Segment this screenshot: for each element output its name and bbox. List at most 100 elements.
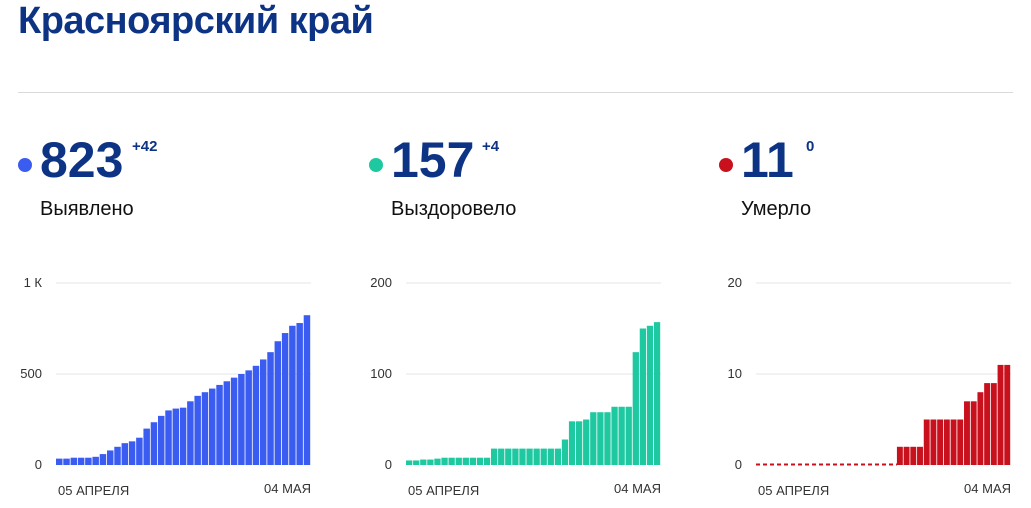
died-label: Умерло	[741, 198, 812, 220]
detected-delta: +42	[132, 138, 158, 155]
detected-bar	[281, 333, 289, 465]
detected-y-tick-label: 0	[35, 457, 42, 472]
died-bar	[923, 419, 930, 465]
recovered-y-tick-label: 100	[370, 366, 392, 381]
recovered-bar	[406, 460, 413, 465]
died-bar	[1004, 364, 1011, 465]
recovered-bar	[491, 448, 498, 465]
detected-value: 823	[40, 132, 124, 188]
recovered-bar	[519, 448, 526, 465]
recovered-bar	[561, 439, 569, 465]
died-bar	[970, 401, 977, 465]
detected-bar	[267, 352, 274, 465]
detected-bar	[230, 377, 238, 465]
detected-bar	[85, 457, 92, 465]
detected-bar	[107, 450, 114, 465]
detected-bar	[194, 395, 201, 465]
died-bar	[917, 446, 923, 465]
detected-bar	[187, 401, 194, 465]
recovered-bar	[533, 448, 540, 465]
recovered-bar	[604, 412, 611, 465]
recovered-x-tick-label: 04 МАЯ	[614, 481, 661, 496]
died-bar	[903, 446, 910, 465]
detected-bar	[252, 365, 260, 465]
died-bar	[937, 419, 944, 465]
recovered-bar	[448, 457, 455, 465]
detected-bar	[296, 323, 303, 465]
recovered-bar	[462, 457, 469, 465]
detected-bar	[172, 408, 180, 465]
recovered-bar	[632, 352, 639, 465]
detected-bar	[114, 446, 121, 465]
detected-bar	[92, 456, 99, 465]
page-title: Красноярский край	[18, 0, 374, 42]
detected-y-tick-label: 500	[20, 366, 42, 381]
died-bar	[930, 419, 937, 465]
detected-bar	[99, 454, 107, 465]
recovered-bar	[441, 457, 448, 465]
detected-dot-icon	[18, 158, 32, 172]
recovered-chart: 0 100 200 05 АПРЕЛЯ 04 МАЯ	[370, 275, 661, 498]
detected-bar	[143, 428, 150, 465]
recovered-bar	[455, 457, 462, 465]
detected-bar	[245, 370, 252, 465]
detected-bar	[63, 458, 70, 465]
recovered-bar	[469, 457, 477, 465]
recovered-y-tick-label: 200	[370, 275, 392, 290]
detected-bar	[260, 359, 267, 465]
recovered-x-tick-label: 05 АПРЕЛЯ	[408, 483, 479, 498]
died-y-tick-label: 10	[728, 366, 742, 381]
died-y-tick-label: 0	[735, 457, 742, 472]
recovered-bar	[611, 406, 618, 465]
detected-bar	[303, 315, 311, 465]
died-bar	[964, 401, 970, 465]
detected-bar	[56, 458, 63, 465]
recovered-bar	[583, 419, 590, 465]
died-x-tick-label: 04 МАЯ	[964, 481, 1011, 496]
died-bar	[957, 419, 964, 465]
recovered-label: Выздоровело	[391, 198, 517, 220]
detected-bar	[150, 422, 158, 465]
detected-bar	[209, 388, 216, 465]
died-dot-icon	[719, 158, 733, 172]
died-bar	[984, 383, 991, 465]
detected-y-tick-label: 1 К	[24, 275, 43, 290]
died-bar	[910, 446, 917, 465]
detected-x-tick-label: 04 МАЯ	[264, 481, 311, 496]
recovered-bar	[568, 421, 576, 465]
died-delta: 0	[806, 138, 815, 155]
divider	[18, 92, 1013, 93]
detected-bar	[238, 374, 245, 465]
died-x-tick-label: 05 АПРЕЛЯ	[758, 483, 829, 498]
recovered-bar	[476, 457, 484, 465]
detected-chart: 0 500 1 К 05 АПРЕЛЯ 04 МАЯ	[20, 275, 311, 498]
died-bar	[896, 446, 903, 465]
detected-bar	[158, 415, 165, 465]
died-bar	[950, 419, 957, 465]
recovered-bar	[420, 459, 427, 465]
recovered-bar	[597, 412, 604, 465]
recovered-bar	[526, 448, 533, 465]
recovered-bar	[590, 412, 597, 465]
recovered-bar	[639, 328, 647, 465]
recovered-bar	[618, 406, 625, 465]
died-bar	[977, 392, 984, 465]
recovered-bar	[505, 448, 512, 465]
recovered-bar	[540, 448, 547, 465]
died-y-tick-label: 20	[728, 275, 742, 290]
recovered-bar	[646, 325, 654, 465]
detected-bar	[70, 457, 78, 465]
recovered-dot-icon	[369, 158, 383, 172]
recovered-bar	[427, 459, 434, 465]
died-value: 11	[741, 132, 794, 188]
detected-x-tick-label: 05 АПРЕЛЯ	[58, 483, 129, 498]
recovered-bar	[512, 448, 519, 465]
recovered-bar	[498, 448, 505, 465]
died-bar	[943, 419, 950, 465]
died-bar	[990, 383, 997, 465]
detected-label: Выявлено	[40, 198, 134, 220]
detected-bar	[179, 407, 187, 465]
detected-bar	[274, 341, 282, 465]
recovered-bar	[554, 448, 562, 465]
died-chart: 0 10 20 05 АПРЕЛЯ 04 МАЯ	[728, 275, 1011, 498]
